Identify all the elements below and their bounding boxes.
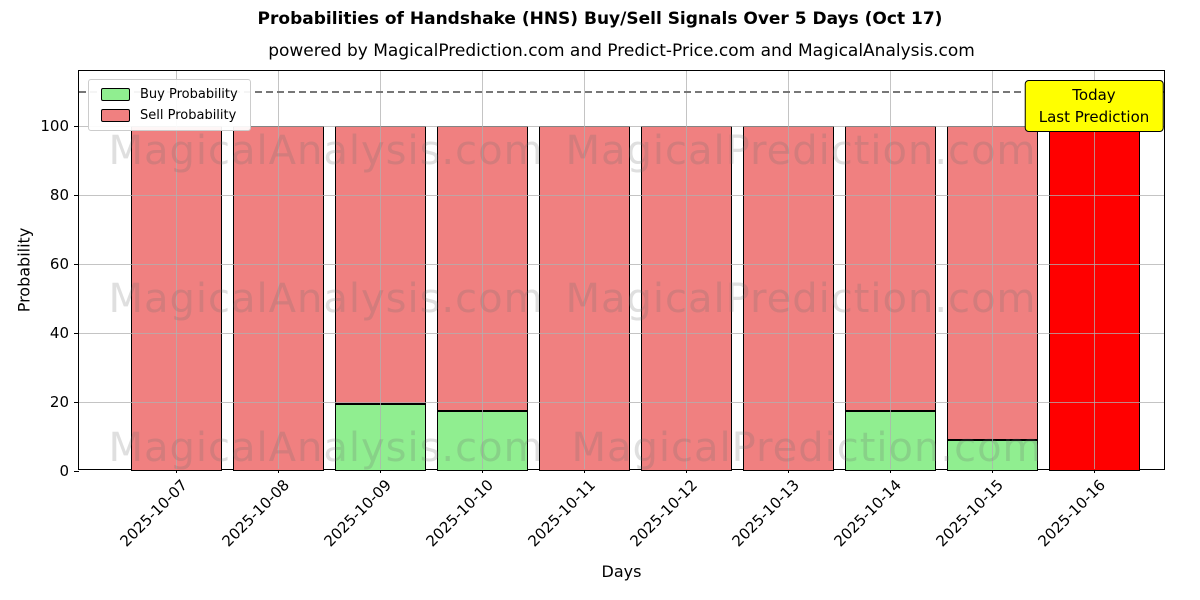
gridline-vertical [481, 71, 483, 469]
gridline-vertical [991, 71, 993, 469]
gridline-horizontal [79, 126, 1164, 128]
gridline-vertical [583, 71, 585, 469]
y-tick [74, 125, 79, 127]
gridline-vertical [175, 71, 177, 469]
gridline-vertical [685, 71, 687, 469]
gridline-vertical [277, 71, 279, 469]
x-tick-label: 2025-10-10 [422, 476, 497, 551]
x-tick [787, 469, 789, 473]
x-tick-label: 2025-10-11 [524, 476, 599, 551]
legend-swatch-sell-icon [101, 109, 130, 122]
x-tick-label: 2025-10-13 [728, 476, 803, 551]
y-tick [74, 332, 79, 334]
today-annotation-line2: Last Prediction [1038, 108, 1150, 126]
y-tick-label: 40 [49, 324, 69, 343]
legend-label-buy: Buy Probability [140, 87, 238, 102]
watermark-text: MagicalAnalysis.com [108, 425, 544, 471]
gridline-horizontal [79, 402, 1164, 404]
x-tick [175, 469, 177, 473]
plot-area: Buy Probability Sell Probability Today L… [40, 70, 1165, 550]
today-annotation: Today Last Prediction [1024, 80, 1164, 132]
y-tick [74, 470, 79, 472]
x-tick [685, 469, 687, 473]
today-annotation-line1: Today [1072, 86, 1116, 104]
x-axis-label: Days [601, 562, 642, 581]
x-tick-label: 2025-10-15 [932, 476, 1007, 551]
x-tick-label: 2025-10-14 [830, 476, 905, 551]
threshold-dashed-line [79, 90, 1164, 93]
x-tick [889, 469, 891, 473]
x-tick [379, 469, 381, 473]
chart-subtitle: powered by MagicalPrediction.com and Pre… [268, 41, 975, 61]
legend: Buy Probability Sell Probability [88, 79, 251, 131]
x-tick-label: 2025-10-09 [320, 476, 395, 551]
y-tick-label: 0 [59, 462, 69, 480]
watermark-text: MagicalAnalysis.com [108, 276, 544, 322]
watermark-text: MagicalPrediction.com [565, 128, 1037, 174]
y-tick-label: 60 [49, 255, 69, 274]
y-tick [74, 263, 79, 265]
gridline-vertical [379, 71, 381, 469]
x-tick [481, 469, 483, 473]
gridline-horizontal [79, 264, 1164, 266]
legend-entry-buy: Buy Probability [101, 87, 238, 102]
x-tick [1093, 469, 1095, 473]
watermark-text: MagicalPrediction.com [571, 425, 1043, 471]
gridline-vertical [1093, 71, 1095, 469]
chart-title: Probabilities of Handshake (HNS) Buy/Sel… [257, 9, 943, 29]
gridline-vertical [787, 71, 789, 469]
gridline-vertical [889, 71, 891, 469]
x-tick [277, 469, 279, 473]
legend-label-sell: Sell Probability [140, 108, 237, 123]
x-tick-label: 2025-10-12 [626, 476, 701, 551]
x-tick-label: 2025-10-07 [116, 476, 191, 551]
gridline-horizontal [79, 195, 1164, 197]
watermark-text: MagicalPrediction.com [565, 276, 1037, 322]
x-tick [991, 469, 993, 473]
x-tick [583, 469, 585, 473]
y-tick-label: 80 [49, 186, 69, 205]
y-tick [74, 401, 79, 403]
y-tick-label: 100 [40, 117, 69, 136]
legend-entry-sell: Sell Probability [101, 108, 238, 123]
legend-swatch-buy-icon [101, 88, 130, 101]
x-tick-label: 2025-10-08 [218, 476, 293, 551]
y-tick [74, 194, 79, 196]
y-tick-label: 20 [49, 393, 69, 412]
x-tick-label: 2025-10-16 [1034, 476, 1109, 551]
gridline-horizontal [79, 333, 1164, 335]
watermark-text: MagicalAnalysis.com [108, 128, 544, 174]
